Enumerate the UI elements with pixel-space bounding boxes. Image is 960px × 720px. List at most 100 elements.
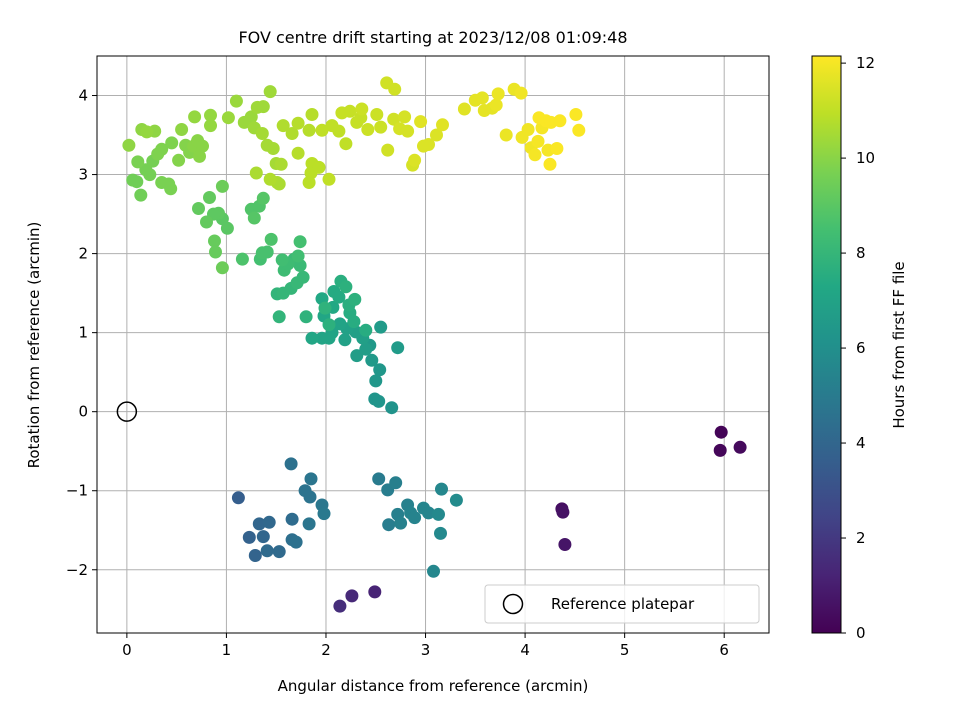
data-point — [304, 472, 318, 486]
data-point — [339, 137, 353, 151]
data-point — [215, 261, 229, 275]
data-point — [284, 457, 298, 471]
data-point — [556, 505, 570, 519]
data-point — [260, 544, 274, 558]
y-tick-label: 4 — [78, 87, 88, 105]
data-point — [255, 127, 269, 140]
data-point — [155, 142, 169, 156]
data-point — [131, 155, 145, 169]
x-tick-label: 1 — [222, 641, 232, 659]
data-point — [208, 234, 221, 248]
x-tick-label: 6 — [719, 641, 729, 659]
data-point — [475, 91, 489, 105]
colorbar-gradient — [811, 55, 842, 634]
reference-marker — [116, 401, 138, 422]
grid — [97, 56, 769, 633]
data-point — [318, 301, 332, 315]
y-tick-label: 2 — [78, 245, 88, 263]
data-point — [172, 153, 186, 167]
data-point — [359, 323, 373, 337]
data-point — [274, 157, 288, 171]
x-tick-label: 4 — [520, 641, 530, 659]
legend-marker — [502, 593, 524, 615]
colorbar-tick-label: 12 — [856, 54, 875, 72]
data-point — [162, 177, 176, 191]
data-point — [200, 215, 213, 229]
data-point — [204, 119, 217, 133]
data-point — [256, 100, 270, 114]
data-point — [422, 506, 435, 520]
data-point — [521, 123, 535, 136]
data-point — [714, 425, 728, 439]
data-point — [231, 491, 245, 505]
data-point — [203, 191, 216, 204]
data-point — [359, 342, 373, 356]
data-point — [193, 149, 206, 163]
data-point — [263, 85, 277, 99]
data-point — [435, 482, 448, 496]
data-point — [388, 82, 402, 96]
data-point — [408, 153, 422, 167]
data-point — [175, 123, 189, 136]
data-point — [514, 86, 528, 100]
data-point — [348, 292, 362, 306]
data-point — [165, 136, 179, 150]
x-tick-label: 2 — [321, 641, 331, 659]
data-point — [374, 320, 388, 334]
colorbar-tick-label: 0 — [856, 624, 866, 642]
data-point — [275, 253, 289, 267]
data-point — [339, 280, 353, 294]
colorbar-tick-label: 6 — [856, 339, 866, 357]
data-point — [394, 516, 408, 530]
data-point — [249, 166, 263, 180]
data-point — [550, 142, 564, 155]
x-tick-label: 0 — [122, 641, 132, 659]
data-point — [449, 493, 463, 507]
data-point — [242, 530, 256, 544]
data-point — [361, 123, 375, 136]
data-point — [569, 108, 583, 121]
data-point — [263, 172, 277, 186]
data-point — [368, 585, 382, 599]
data-point — [204, 108, 217, 122]
data-point — [382, 518, 396, 532]
data-point — [365, 353, 379, 367]
y-axis-label: Rotation from reference (arcmin) — [25, 222, 43, 469]
y-tick-label: −1 — [66, 482, 88, 500]
data-point — [272, 545, 286, 559]
data-point — [499, 128, 513, 142]
data-point — [387, 112, 401, 126]
data-point — [355, 102, 369, 116]
data-point — [315, 123, 329, 137]
data-point — [350, 349, 364, 363]
data-point — [229, 94, 243, 108]
legend-label: Reference platepar — [551, 595, 695, 613]
data-point — [139, 163, 153, 177]
plot-frame — [96, 55, 770, 634]
data-point — [134, 188, 148, 202]
data-point — [302, 123, 316, 137]
data-point — [372, 472, 386, 486]
data-point — [372, 394, 386, 408]
data-point — [389, 476, 403, 490]
data-point — [126, 173, 140, 187]
data-point — [432, 507, 445, 521]
data-point — [196, 139, 209, 153]
data-point — [276, 119, 290, 133]
data-point — [252, 517, 266, 531]
data-point — [192, 202, 205, 215]
data-point — [302, 517, 316, 531]
colorbar-tick-label: 10 — [856, 149, 875, 167]
colorbar-label: Hours from first FF file — [890, 261, 908, 428]
colorbar: 0 2 4 6 8 10 12 Hours from first FF file — [811, 54, 908, 642]
data-point — [333, 317, 347, 331]
data-point — [408, 511, 422, 525]
data-point — [322, 172, 336, 186]
data-point — [398, 110, 412, 124]
data-point — [427, 564, 440, 578]
colorbar-tick-label: 2 — [856, 529, 866, 547]
data-point — [296, 270, 310, 284]
data-point — [312, 160, 326, 174]
y-ticks: −2 −1 0 1 2 3 4 — [66, 87, 97, 579]
data-point — [305, 108, 319, 121]
